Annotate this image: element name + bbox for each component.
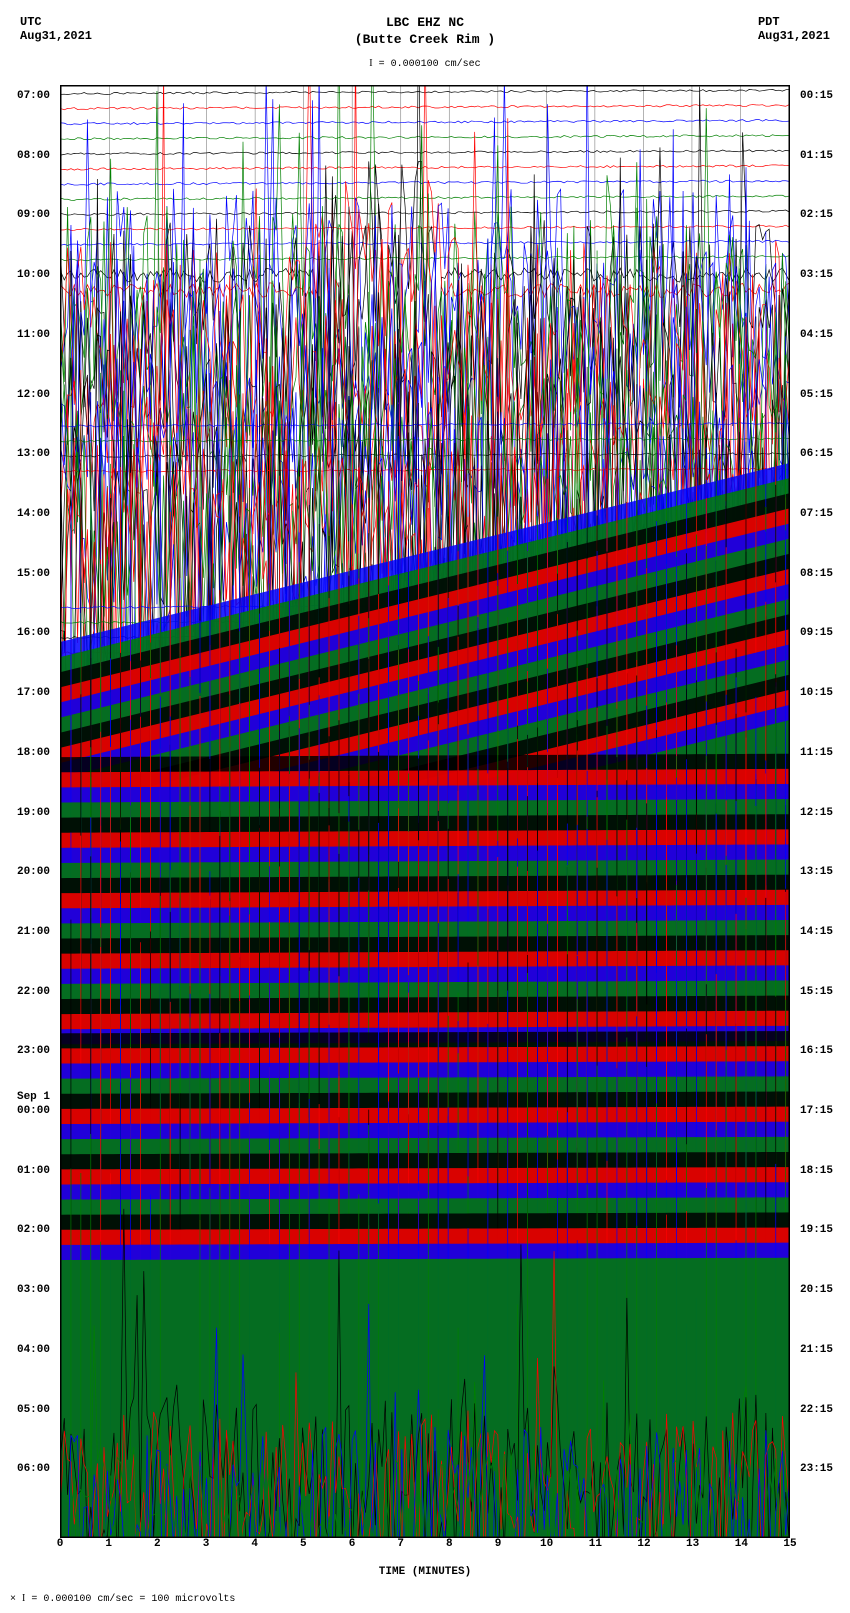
utc-label: UTC — [20, 15, 92, 29]
utc-time-0400: 04:00 — [13, 1344, 54, 1356]
pdt-time-0515: 05:15 — [796, 389, 837, 401]
utc-time-0600: 06:00 — [13, 1463, 54, 1475]
pdt-time-0815: 08:15 — [796, 568, 837, 580]
pdt-label: PDT — [758, 15, 830, 29]
pdt-time-0615: 06:15 — [796, 448, 837, 460]
utc-time-2000: 20:00 — [13, 866, 54, 878]
header-center: LBC EHZ NC (Butte Creek Rim ) I = 0.0001… — [355, 15, 495, 85]
date-marker-sep1: Sep 1 — [13, 1091, 54, 1103]
utc-time-1900: 19:00 — [13, 807, 54, 819]
x-tick-7: 7 — [397, 1538, 404, 1550]
pdt-time-0015: 00:15 — [796, 90, 837, 102]
scale-text: = 0.000100 cm/sec — [379, 59, 481, 70]
footer-prefix: × — [10, 1594, 16, 1605]
pdt-time-1315: 13:15 — [796, 866, 837, 878]
pdt-time-1815: 18:15 — [796, 1165, 837, 1177]
x-tick-2: 2 — [154, 1538, 161, 1550]
pdt-time-1415: 14:15 — [796, 926, 837, 938]
header-pdt: PDT Aug31,2021 — [758, 15, 830, 85]
pdt-time-1615: 16:15 — [796, 1045, 837, 1057]
x-axis-label: TIME (MINUTES) — [60, 1566, 790, 1578]
footer-scale: × I = 0.000100 cm/sec = 100 microvolts — [10, 1593, 235, 1605]
scale-indicator: I = 0.000100 cm/sec — [355, 57, 495, 71]
pdt-time-0115: 01:15 — [796, 150, 837, 162]
utc-time-0800: 08:00 — [13, 150, 54, 162]
x-tick-3: 3 — [203, 1538, 210, 1550]
pdt-time-1515: 15:15 — [796, 986, 837, 998]
utc-time-1100: 11:00 — [13, 329, 54, 341]
pdt-time-1115: 11:15 — [796, 747, 837, 759]
utc-time-0900: 09:00 — [13, 209, 54, 221]
x-tick-13: 13 — [686, 1538, 699, 1550]
x-tick-11: 11 — [589, 1538, 602, 1550]
plot-svg — [61, 86, 789, 1537]
utc-time-2100: 21:00 — [13, 926, 54, 938]
pdt-date: Aug31,2021 — [758, 29, 830, 43]
station-code: LBC EHZ NC — [355, 15, 495, 32]
x-tick-1: 1 — [105, 1538, 112, 1550]
x-tick-15: 15 — [783, 1538, 796, 1550]
utc-date: Aug31,2021 — [20, 29, 92, 43]
utc-time-0100: 01:00 — [13, 1165, 54, 1177]
utc-time-1000: 10:00 — [13, 269, 54, 281]
utc-time-1500: 15:00 — [13, 568, 54, 580]
utc-time-1200: 12:00 — [13, 389, 54, 401]
pdt-time-2215: 22:15 — [796, 1404, 837, 1416]
pdt-time-labels: 00:15 01:15 02:15 03:15 04:15 05:15 06:15 07:15… — [792, 85, 850, 1538]
utc-time-1700: 17:00 — [13, 687, 54, 699]
utc-time-2200: 22:00 — [13, 986, 54, 998]
x-tick-6: 6 — [349, 1538, 356, 1550]
x-tick-5: 5 — [300, 1538, 307, 1550]
x-tick-8: 8 — [446, 1538, 453, 1550]
utc-time-labels: 07:00 08:00 09:00 10:00 11:00 12:00 13:00 14:00… — [0, 85, 58, 1538]
utc-time-0500: 05:00 — [13, 1404, 54, 1416]
pdt-time-2015: 20:15 — [796, 1284, 837, 1296]
pdt-time-0215: 02:15 — [796, 209, 837, 221]
utc-time-1400: 14:00 — [13, 508, 54, 520]
utc-time-0200: 02:00 — [13, 1224, 54, 1236]
pdt-time-1215: 12:15 — [796, 807, 837, 819]
pdt-time-1715: 17:15 — [796, 1105, 837, 1117]
x-tick-14: 14 — [735, 1538, 748, 1550]
header: UTC Aug31,2021 LBC EHZ NC (Butte Creek R… — [0, 0, 850, 85]
utc-time-1800: 18:00 — [13, 747, 54, 759]
x-tick-10: 10 — [540, 1538, 553, 1550]
pdt-time-0715: 07:15 — [796, 508, 837, 520]
utc-time-0700: 07:00 — [13, 90, 54, 102]
utc-time-2300: 23:00 — [13, 1045, 54, 1057]
header-utc: UTC Aug31,2021 — [20, 15, 92, 85]
x-tick-0: 0 — [57, 1538, 64, 1550]
pdt-time-1915: 19:15 — [796, 1224, 837, 1236]
footer-text: = 0.000100 cm/sec = 100 microvolts — [31, 1594, 235, 1605]
x-axis-ticks: 0123456789101112131415 — [60, 1538, 790, 1558]
utc-time-1600: 16:00 — [13, 627, 54, 639]
station-location: (Butte Creek Rim ) — [355, 32, 495, 49]
pdt-time-2315: 23:15 — [796, 1463, 837, 1475]
pdt-time-0415: 04:15 — [796, 329, 837, 341]
pdt-time-0315: 03:15 — [796, 269, 837, 281]
x-tick-9: 9 — [495, 1538, 502, 1550]
helicorder-plot — [60, 85, 790, 1538]
utc-time-0300: 03:00 — [13, 1284, 54, 1296]
x-tick-12: 12 — [637, 1538, 650, 1550]
pdt-time-0915: 09:15 — [796, 627, 837, 639]
pdt-time-2115: 21:15 — [796, 1344, 837, 1356]
utc-time-0000: 00:00 — [13, 1105, 54, 1117]
pdt-time-1015: 10:15 — [796, 687, 837, 699]
utc-time-1300: 13:00 — [13, 448, 54, 460]
x-tick-4: 4 — [251, 1538, 258, 1550]
